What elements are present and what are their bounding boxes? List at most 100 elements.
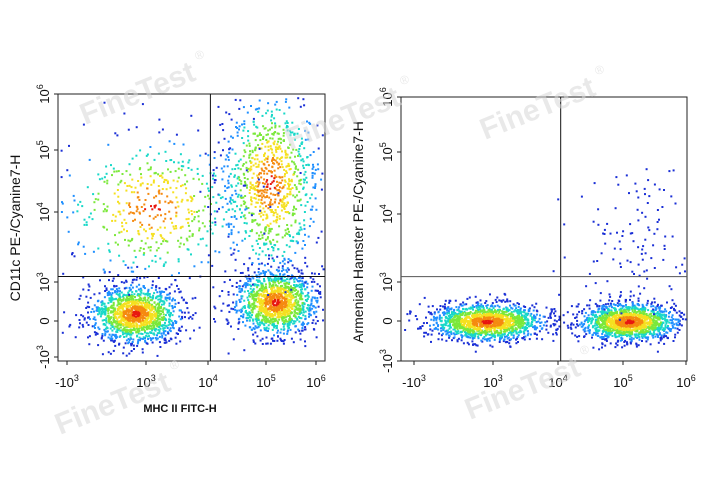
event-dot: [74, 336, 77, 339]
event-dot: [123, 316, 126, 319]
event-dot: [73, 199, 76, 202]
event-dot: [448, 336, 451, 339]
event-dot: [550, 308, 553, 311]
event-dot: [213, 151, 216, 154]
event-dot: [518, 320, 521, 323]
event-dot: [230, 325, 232, 328]
event-dot: [494, 298, 497, 301]
event-dot: [445, 316, 447, 319]
event-dot: [285, 244, 288, 247]
event-dot: [300, 159, 303, 162]
event-dot: [244, 195, 247, 197]
event-dot: [241, 307, 244, 310]
event-dot: [310, 289, 313, 292]
event-dot: [238, 176, 241, 179]
event-dot: [298, 148, 301, 150]
event-dot: [252, 289, 254, 292]
event-dot: [214, 174, 217, 177]
event-dot: [257, 280, 260, 283]
event-dot: [245, 161, 248, 164]
event-dot: [285, 170, 288, 173]
event-dot: [274, 276, 277, 279]
event-dot: [197, 215, 200, 218]
event-dot: [273, 177, 276, 180]
event-dot: [555, 320, 558, 323]
event-dot: [137, 196, 140, 199]
event-dot: [514, 317, 517, 320]
event-dot: [244, 230, 247, 233]
event-dot: [136, 276, 139, 279]
event-dot: [484, 334, 487, 337]
event-dot: [287, 314, 290, 317]
event-dot: [135, 323, 138, 326]
event-dot: [230, 231, 233, 234]
event-dot: [290, 224, 293, 227]
event-dot: [278, 318, 281, 321]
event-dot: [266, 189, 269, 191]
event-dot: [311, 167, 314, 170]
event-dot: [134, 313, 137, 315]
event-dot: [252, 120, 255, 123]
event-dot: [476, 312, 479, 315]
event-dot: [456, 309, 459, 312]
event-dot: [168, 304, 171, 307]
event-dot: [294, 219, 297, 222]
event-dot: [456, 328, 459, 331]
event-dot: [114, 219, 117, 222]
event-dot: [151, 317, 153, 320]
event-dot: [135, 331, 138, 334]
event-dot: [185, 301, 188, 304]
event-dot: [290, 180, 293, 183]
event-dot: [146, 312, 149, 315]
event-dot: [446, 307, 449, 310]
event-dot: [234, 258, 237, 261]
event-dot: [161, 300, 164, 303]
event-dot: [98, 292, 101, 295]
event-dot: [111, 297, 114, 300]
event-dot: [169, 311, 172, 314]
event-dot: [553, 319, 556, 322]
event-dot: [245, 144, 248, 147]
event-dot: [129, 206, 132, 208]
event-dot: [94, 323, 97, 326]
event-dot: [151, 208, 154, 211]
event-dot: [289, 310, 292, 312]
event-dot: [303, 173, 306, 176]
event-dot: [259, 189, 262, 192]
event-dot: [79, 322, 81, 325]
event-dot: [117, 274, 120, 277]
event-dot: [124, 332, 127, 335]
event-dot: [295, 288, 298, 291]
event-dot: [146, 162, 149, 165]
event-dot: [107, 242, 110, 245]
event-dot: [441, 326, 444, 328]
event-dot: [145, 342, 148, 345]
event-dot: [62, 272, 65, 275]
event-dot: [85, 307, 88, 309]
event-dot: [242, 313, 245, 316]
event-dot: [282, 186, 285, 189]
event-dot: [475, 304, 478, 307]
event-dot: [453, 309, 456, 312]
event-dot: [113, 285, 116, 288]
event-dot: [168, 318, 171, 321]
event-dot: [300, 277, 303, 280]
event-dot: [125, 328, 128, 331]
event-dot: [262, 194, 265, 197]
event-dot: [300, 317, 303, 320]
event-dot: [234, 200, 237, 203]
event-dot: [116, 299, 119, 302]
event-dot: [251, 311, 254, 314]
event-dot: [277, 140, 280, 143]
event-dot: [277, 146, 280, 149]
event-dot: [292, 173, 295, 176]
event-dot: [217, 105, 220, 108]
event-dot: [263, 288, 266, 291]
event-dot: [131, 295, 134, 298]
event-dot: [133, 191, 136, 194]
event-dot: [263, 127, 266, 130]
event-dot: [297, 290, 300, 293]
event-dot: [419, 327, 422, 330]
event-dot: [262, 213, 265, 216]
population-1: [212, 254, 325, 355]
